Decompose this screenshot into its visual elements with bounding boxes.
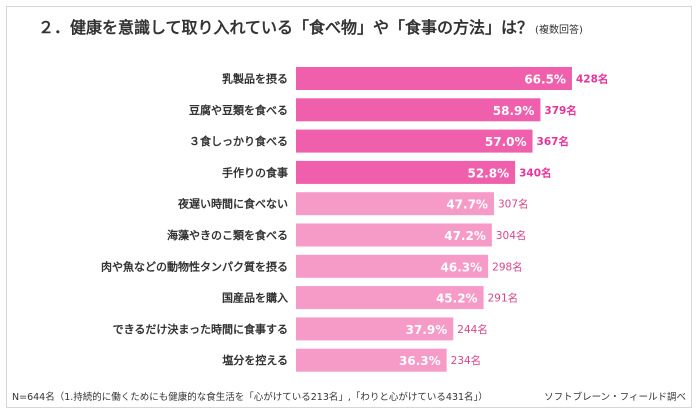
category-label: 海藻やきのこ類を食べる [167,228,288,242]
chart-title: ２．健康を意識して取り入れている「食べ物」や「食事の方法」は？ (複数回答) [38,14,583,38]
bar [296,192,494,216]
count-label: 298名 [492,260,523,273]
count-label: 307名 [498,198,529,211]
category-label: 夜遅い時間に食べない [177,197,288,211]
data-label: 52.8% [467,166,509,180]
category-label: 肉や魚などの動物性タンパク質を摂る [101,259,288,273]
bar [296,286,484,310]
title-text: ２．健康を意識して取り入れている「食べ物」や「食事の方法」は？ [38,18,534,37]
count-label: 304名 [496,229,527,242]
category-label: ３食しっかり食べる [189,134,288,148]
bar [296,160,516,184]
count-label: 291名 [488,292,519,305]
bar [296,223,492,247]
count-label: 428名 [576,73,608,86]
data-label: 37.9% [406,323,448,337]
footer-source: ソフトブレーン・フィールド調べ [544,392,686,403]
bar [296,67,572,90]
category-label: 国産品を購入 [222,291,288,305]
count-label: 244名 [457,323,488,336]
data-label: 46.3% [441,260,483,274]
footer-note: N=644名（1.持続的に働くためにも健康的な食生活を「心がけている213名」,… [12,392,488,403]
category-label: できるだけ決まった時間に食事する [113,322,288,336]
title-note: (複数回答) [535,25,583,36]
bar [296,254,489,278]
bar [296,317,454,341]
bar [296,98,541,122]
category-label: 塩分を控える [222,353,288,367]
count-label: 367名 [537,135,569,148]
category-label: 乳製品を摂る [222,72,288,86]
data-label: 47.7% [446,198,488,212]
data-label: 57.0% [485,135,527,149]
category-label: 手作りの食事 [222,165,288,179]
data-label: 66.5% [524,73,566,87]
bar [296,348,447,372]
data-label: 47.2% [444,229,486,243]
data-label: 36.3% [399,354,441,368]
bar [296,129,533,153]
data-label: 58.9% [493,104,535,118]
count-label: 234名 [451,354,482,367]
category-label: 豆腐や豆類を食べる [189,103,288,117]
data-label: 45.2% [436,292,478,306]
count-label: 379名 [544,104,576,117]
count-label: 340名 [519,166,551,179]
